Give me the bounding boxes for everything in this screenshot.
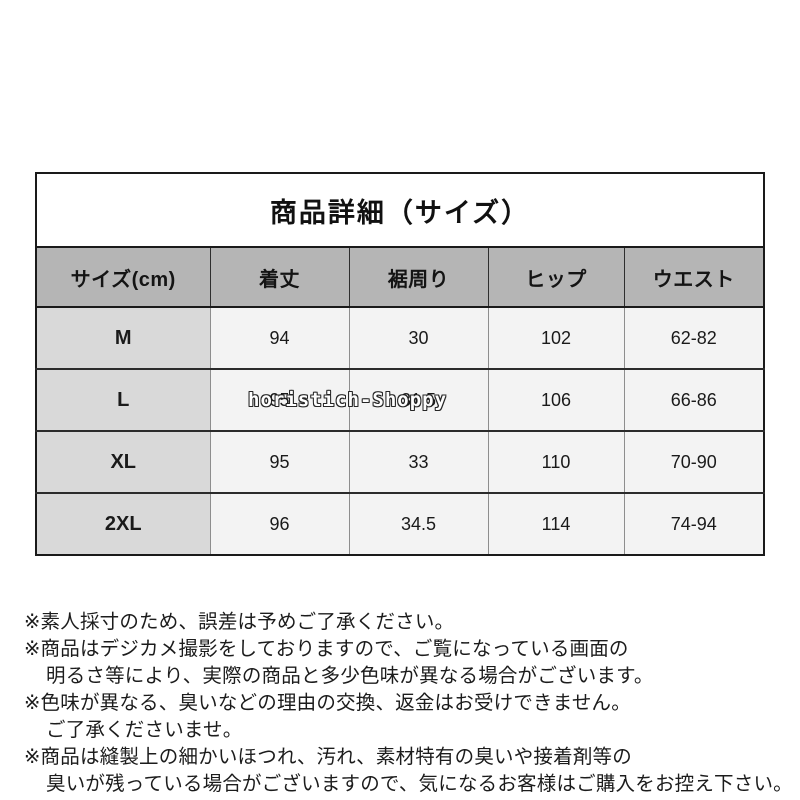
size-table-container: 商品詳細（サイズ） サイズ(cm) 着丈 裾周り ヒップ ウエスト M 94 3… [35, 172, 766, 556]
column-header-hip: ヒップ [487, 246, 625, 308]
column-header-size: サイズ(cm) [35, 246, 211, 308]
note-line: ※商品はデジカメ撮影をしておりますので、ご覧になっている画面の [24, 637, 629, 660]
cell-length: 95 [209, 368, 350, 432]
cell-waist: 74-94 [623, 492, 765, 556]
note-line: ご了承くださいませ。 [46, 718, 243, 741]
disclaimer-notes: ※素人採寸のため、誤差は予めご了承ください。 ※商品はデジカメ撮影をしております… [24, 608, 793, 797]
note-line: 臭いが残っている場合がございますので、気になるお客様はご購入をお控え下さい。 [46, 772, 793, 795]
cell-hem: 31.5 [348, 368, 489, 432]
cell-waist: 62-82 [623, 306, 765, 370]
cell-size: M [35, 306, 211, 370]
note-line: 明るさ等により、実際の商品と多少色味が異なる場合がございます。 [46, 664, 654, 687]
column-header-length: 着丈 [209, 246, 350, 308]
size-table-header-row: サイズ(cm) 着丈 裾周り ヒップ ウエスト [35, 246, 765, 308]
cell-hem: 34.5 [348, 492, 489, 556]
size-table: 商品詳細（サイズ） サイズ(cm) 着丈 裾周り ヒップ ウエスト M 94 3… [35, 172, 766, 556]
cell-length: 96 [209, 492, 350, 556]
cell-hip: 102 [487, 306, 625, 370]
column-header-hem: 裾周り [348, 246, 489, 308]
cell-size: XL [35, 430, 211, 494]
cell-length: 94 [209, 306, 350, 370]
cell-hip: 114 [487, 492, 625, 556]
table-row: L 95 31.5 106 66-86 [35, 368, 765, 432]
column-header-waist: ウエスト [623, 246, 765, 308]
cell-hip: 110 [487, 430, 625, 494]
table-row: XL 95 33 110 70-90 [35, 430, 765, 494]
cell-hem: 30 [348, 306, 489, 370]
table-row: 2XL 96 34.5 114 74-94 [35, 492, 765, 556]
size-table-body: 商品詳細（サイズ） サイズ(cm) 着丈 裾周り ヒップ ウエスト M 94 3… [35, 173, 765, 556]
size-table-title-row: 商品詳細（サイズ） [36, 173, 765, 248]
cell-size: 2XL [35, 492, 211, 556]
note-line: ※商品は縫製上の細かいほつれ、汚れ、素材特有の臭いや接着剤等の [24, 745, 632, 768]
table-row: M 94 30 102 62-82 [35, 306, 765, 370]
note-line: ※素人採寸のため、誤差は予めご了承ください。 [24, 610, 455, 633]
cell-waist: 66-86 [623, 368, 765, 432]
cell-hip: 106 [487, 368, 625, 432]
size-table-title: 商品詳細（サイズ） [36, 173, 765, 248]
note-line: ※色味が異なる、臭いなどの理由の交換、返金はお受けできません。 [24, 691, 631, 714]
cell-waist: 70-90 [623, 430, 765, 494]
cell-size: L [35, 368, 211, 432]
cell-hem: 33 [348, 430, 489, 494]
cell-length: 95 [209, 430, 350, 494]
